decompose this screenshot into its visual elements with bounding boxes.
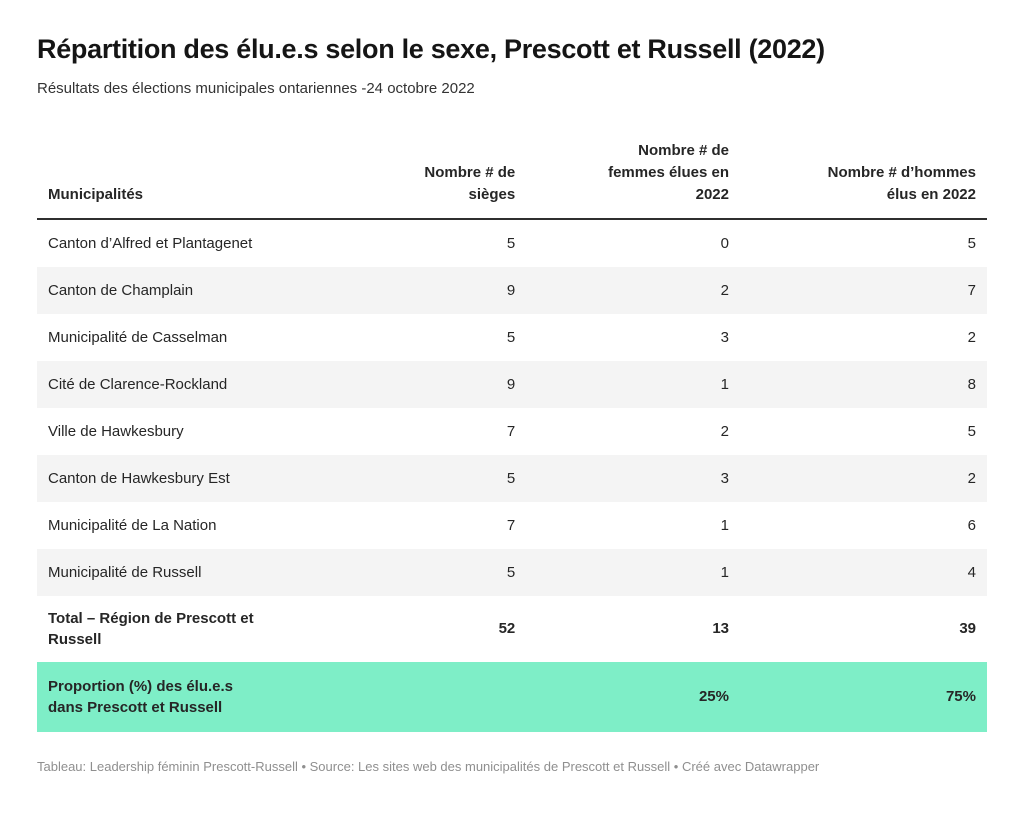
men-cell: 8 xyxy=(740,360,987,408)
women-cell: 1 xyxy=(526,360,740,408)
seats-cell: 9 xyxy=(369,360,527,408)
table-row: Canton de Hawkesbury Est 5 3 2 xyxy=(37,454,987,502)
seats-cell: 5 xyxy=(506,234,516,252)
table-row: Canton d’Alfred et Plantagenet 5 0 5 xyxy=(37,219,987,267)
results-table: Municipalités Nombre # de sièges Nombre … xyxy=(37,139,987,732)
page-title: Répartition des élu.e.s selon le sexe, P… xyxy=(37,34,825,64)
seats-cell: 5 xyxy=(506,328,516,346)
table-row: Ville de Hawkesbury 7 2 5 xyxy=(37,408,987,455)
women-cell: 2 xyxy=(720,422,729,440)
proportion-seats-cell xyxy=(369,661,527,732)
total-label-cell: Total – Région de Prescott et Russell xyxy=(48,609,254,648)
table-row: Municipalité de Russell 5 1 4 xyxy=(37,548,987,596)
proportion-label-cell: Proportion (%) des élu.e.s dans Prescott… xyxy=(37,661,370,732)
column-header-hommes-elus: Nombre # d’hommes élus en 2022 xyxy=(740,139,987,220)
municipality-cell: Municipalité de Casselman xyxy=(48,328,228,346)
table-row: Canton de Champlain 9 2 7 xyxy=(37,266,987,314)
total-seats-cell: 52 xyxy=(498,620,516,638)
seats-cell: 9 xyxy=(369,266,527,314)
table-row: Municipalité de La Nation 7 1 6 xyxy=(37,502,987,549)
header-row: Municipalités Nombre # de sièges Nombre … xyxy=(37,139,987,220)
municipality-cell: Canton de Hawkesbury Est xyxy=(37,454,370,502)
municipality-cell: Canton d’Alfred et Plantagenet xyxy=(48,234,253,252)
men-cell: 7 xyxy=(740,266,987,314)
seats-cell: 5 xyxy=(369,454,527,502)
seats-cell: 7 xyxy=(506,422,516,440)
women-cell: 1 xyxy=(526,548,740,596)
men-cell: 5 xyxy=(967,422,976,440)
column-header-femmes-elues: Nombre # de femmes élues en 2022 xyxy=(526,139,740,220)
total-women-cell: 13 xyxy=(712,620,729,638)
men-cell: 4 xyxy=(740,548,987,596)
municipality-cell: Canton de Champlain xyxy=(37,266,370,314)
proportion-row: Proportion (%) des élu.e.s dans Prescott… xyxy=(37,661,987,732)
women-cell: 0 xyxy=(720,234,729,252)
seats-cell: 7 xyxy=(506,516,516,534)
table-row: Municipalité de Casselman 5 3 2 xyxy=(37,314,987,361)
municipality-cell: Ville de Hawkesbury xyxy=(48,422,184,440)
proportion-women-cell: 25% xyxy=(526,661,740,732)
women-cell: 1 xyxy=(720,516,729,534)
attribution-footer: Tableau: Leadership féminin Prescott-Rus… xyxy=(37,758,820,774)
men-cell: 6 xyxy=(967,516,976,534)
proportion-men-cell: 75% xyxy=(740,661,987,732)
page-subtitle: Résultats des élections municipales onta… xyxy=(37,80,475,98)
men-cell: 5 xyxy=(967,234,976,252)
municipality-cell: Cité de Clarence-Rockland xyxy=(37,360,370,408)
total-row: Total – Région de Prescott et Russell 52… xyxy=(37,596,987,662)
women-cell: 3 xyxy=(720,328,729,346)
column-header-sieges: Nombre # de sièges xyxy=(369,139,527,220)
men-cell: 2 xyxy=(967,328,976,346)
women-cell: 3 xyxy=(526,454,740,502)
municipality-cell: Municipalité de La Nation xyxy=(48,516,217,534)
women-cell: 2 xyxy=(526,266,740,314)
seats-cell: 5 xyxy=(369,548,527,596)
datawrapper-table-page: Répartition des élu.e.s selon le sexe, P… xyxy=(37,34,987,774)
table-row: Cité de Clarence-Rockland 9 1 8 xyxy=(37,360,987,408)
column-header-municipalites: Municipalités xyxy=(37,139,370,220)
total-men-cell: 39 xyxy=(959,620,976,638)
municipality-cell: Municipalité de Russell xyxy=(37,548,370,596)
men-cell: 2 xyxy=(740,454,987,502)
